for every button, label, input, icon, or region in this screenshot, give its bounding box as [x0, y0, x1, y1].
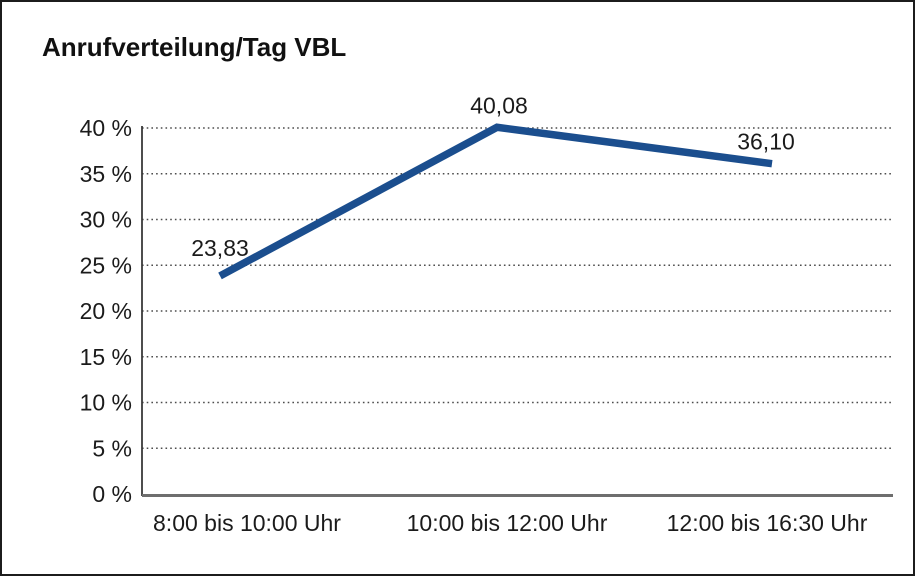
chart-title: Anrufverteilung/Tag VBL	[42, 32, 347, 62]
y-axis-tick-label: 35 %	[80, 161, 132, 187]
y-axis-tick-label: 20 %	[80, 298, 132, 324]
y-axis-tick-label: 25 %	[80, 252, 132, 278]
y-axis-tick-label: 10 %	[80, 390, 132, 416]
data-point-label: 23,83	[191, 235, 249, 261]
y-axis-tick-label: 30 %	[80, 207, 132, 233]
x-axis-category-label: 10:00 bis 12:00 Uhr	[407, 510, 608, 536]
x-axis-category-label: 12:00 bis 16:30 Uhr	[667, 510, 868, 536]
data-point-label: 36,10	[737, 129, 795, 155]
y-axis-tick-label: 5 %	[92, 435, 132, 461]
y-axis-tick-label: 0 %	[92, 481, 132, 507]
data-point-label: 40,08	[470, 92, 528, 118]
x-axis-category-label: 8:00 bis 10:00 Uhr	[153, 510, 341, 536]
y-axis-tick-label: 15 %	[80, 344, 132, 370]
y-axis-tick-label: 40 %	[80, 115, 132, 141]
data-line	[218, 123, 773, 280]
